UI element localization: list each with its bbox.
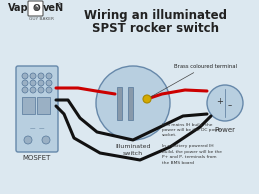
Bar [128, 87, 133, 120]
Circle shape [38, 87, 44, 93]
Circle shape [22, 87, 28, 93]
Circle shape [30, 73, 36, 79]
FancyBboxPatch shape [28, 1, 43, 16]
Text: MOSFET: MOSFET [23, 155, 51, 161]
Circle shape [46, 73, 52, 79]
Circle shape [143, 95, 151, 103]
Text: O: O [32, 4, 40, 13]
Circle shape [30, 87, 36, 93]
Circle shape [46, 80, 52, 86]
Text: Power: Power [214, 127, 235, 133]
Text: +: + [217, 96, 224, 106]
Circle shape [46, 87, 52, 93]
Text: veN: veN [43, 3, 64, 13]
Text: SPST rocker switch: SPST rocker switch [91, 22, 219, 35]
Bar [117, 87, 122, 120]
Text: °: ° [57, 3, 61, 9]
Text: –: – [228, 101, 232, 111]
Circle shape [22, 80, 28, 86]
FancyBboxPatch shape [16, 66, 58, 152]
Circle shape [22, 73, 28, 79]
Circle shape [96, 66, 170, 140]
Text: Vap: Vap [8, 3, 29, 13]
Text: —  —: — — [30, 126, 44, 131]
Circle shape [38, 80, 44, 86]
Circle shape [30, 80, 36, 86]
Circle shape [42, 136, 50, 144]
Text: Illuminated
switch: Illuminated switch [115, 144, 151, 156]
Text: Brass coloured terminal: Brass coloured terminal [149, 63, 237, 98]
Circle shape [24, 136, 32, 144]
Bar [37, 97, 50, 114]
Bar [22, 97, 35, 114]
Circle shape [34, 7, 38, 10]
Text: GUY BAKER: GUY BAKER [29, 17, 54, 21]
Circle shape [38, 73, 44, 79]
Circle shape [207, 85, 243, 121]
Text: Wiring an illuminated: Wiring an illuminated [83, 10, 227, 23]
Text: In a mains IH build, the
power will be the DC power
socket.

In a battery powere: In a mains IH build, the power will be t… [162, 122, 222, 165]
